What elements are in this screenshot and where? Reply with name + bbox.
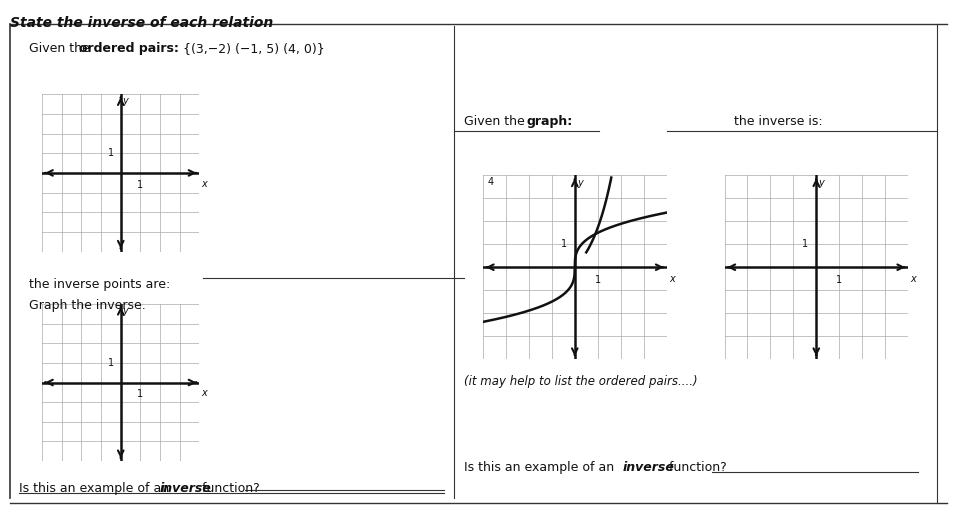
Text: Is this an example of an: Is this an example of an (464, 461, 618, 474)
Text: x: x (201, 179, 207, 189)
Text: ordered pairs:: ordered pairs: (79, 42, 179, 55)
Text: the inverse points are:: the inverse points are: (29, 278, 170, 291)
Text: y: y (577, 178, 582, 188)
Text: function?: function? (665, 461, 726, 474)
Text: y: y (818, 178, 824, 188)
Text: x: x (668, 274, 674, 284)
Text: 1: 1 (108, 148, 114, 158)
Text: State the inverse of each relation: State the inverse of each relation (10, 16, 273, 30)
Text: Is this an example of an: Is this an example of an (19, 482, 174, 495)
Text: y: y (123, 306, 128, 316)
Text: {(3,−2) (−1, 5) (4, 0)}: {(3,−2) (−1, 5) (4, 0)} (179, 42, 325, 55)
Text: graph:: graph: (526, 115, 573, 128)
Text: x: x (201, 388, 207, 398)
Text: 1: 1 (560, 239, 567, 249)
Text: 4: 4 (488, 177, 494, 187)
Text: inverse: inverse (623, 461, 675, 474)
Text: 1: 1 (595, 275, 601, 285)
Text: x: x (910, 274, 916, 284)
Text: Graph the inverse.: Graph the inverse. (29, 299, 146, 312)
Text: 1: 1 (108, 358, 114, 368)
Text: 1: 1 (837, 275, 842, 285)
Text: 1: 1 (802, 239, 809, 249)
Text: Given the: Given the (29, 42, 94, 55)
Text: function?: function? (198, 482, 260, 495)
Text: the inverse is:: the inverse is: (734, 115, 823, 128)
Text: 1: 1 (137, 180, 144, 190)
Text: inverse: inverse (159, 482, 212, 495)
Text: y: y (123, 96, 128, 106)
Text: Given the: Given the (464, 115, 528, 128)
Text: (it may help to list the ordered pairs....): (it may help to list the ordered pairs..… (464, 375, 697, 388)
Text: 1: 1 (137, 389, 144, 399)
